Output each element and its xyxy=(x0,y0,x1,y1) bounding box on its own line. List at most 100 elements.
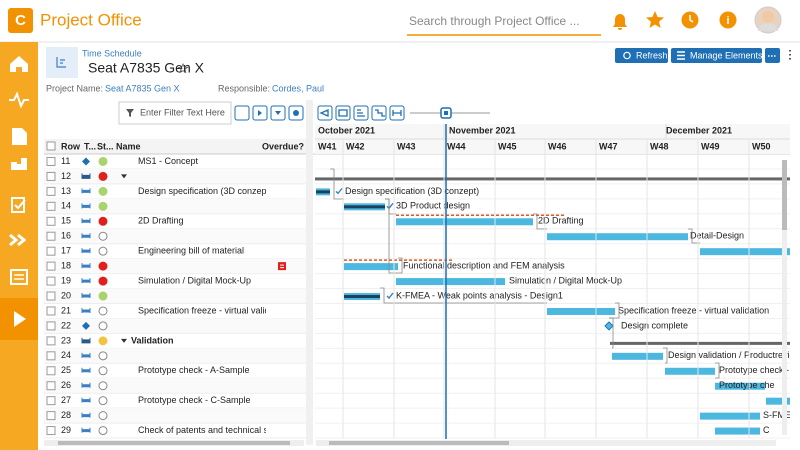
task-bar[interactable] xyxy=(665,367,715,375)
nav-reports[interactable] xyxy=(11,158,27,170)
task-name[interactable]: Prototype check - A-Sample xyxy=(138,365,250,375)
vertical-scrollbar[interactable] xyxy=(782,160,787,435)
task-name[interactable]: Design specification (3D conzept) xyxy=(138,186,272,196)
favorite-star[interactable] xyxy=(177,62,189,74)
row-checkbox[interactable] xyxy=(46,156,56,166)
task-name[interactable]: Check of patents and technical sta xyxy=(138,425,276,435)
gantt-scroll-thumb[interactable] xyxy=(329,441,509,445)
info-icon[interactable] xyxy=(719,11,737,29)
task-name[interactable]: Validation xyxy=(131,335,174,345)
info-glyph: i xyxy=(726,15,729,27)
type-task-icon xyxy=(81,203,91,209)
status-indicator xyxy=(98,261,108,271)
select-all-checkbox[interactable] xyxy=(46,141,56,151)
task-bar[interactable] xyxy=(715,427,760,435)
column-header[interactable]: Row xyxy=(61,141,81,151)
task-bar[interactable] xyxy=(547,233,688,241)
breadcrumb[interactable]: Time Schedule xyxy=(82,48,142,58)
favorites-icon[interactable] xyxy=(646,11,664,28)
status-indicator xyxy=(98,246,108,256)
nav-documents[interactable] xyxy=(12,128,27,145)
collapse-toggle[interactable] xyxy=(121,338,127,343)
column-header[interactable]: St... xyxy=(97,141,114,151)
task-name[interactable]: Simulation / Digital Mock-Up xyxy=(138,275,251,285)
collapse-toggle[interactable] xyxy=(121,174,127,179)
task-bar[interactable] xyxy=(766,397,790,405)
nav-home[interactable] xyxy=(10,56,28,72)
week-label: W48 xyxy=(650,141,669,151)
task-name[interactable]: Prototype check - C-Sample xyxy=(138,395,251,405)
row-checkbox[interactable] xyxy=(46,381,56,391)
list-view-button[interactable] xyxy=(234,105,250,121)
vertical-scroll-thumb[interactable] xyxy=(782,160,787,230)
refresh-button[interactable] xyxy=(615,48,668,63)
row-checkbox[interactable] xyxy=(46,306,56,316)
type-task-icon xyxy=(81,233,91,239)
page-title: Seat A7835 Gen X xyxy=(88,60,205,76)
row-stripe xyxy=(44,318,306,334)
notifications-icon[interactable] xyxy=(613,14,627,30)
nav-workflow[interactable] xyxy=(9,233,27,247)
week-label: W46 xyxy=(548,141,567,151)
nav-activity[interactable] xyxy=(9,91,29,109)
task-bar[interactable] xyxy=(396,278,505,286)
task-bar[interactable] xyxy=(547,307,615,315)
row-checkbox[interactable] xyxy=(46,366,56,376)
column-header[interactable]: T... xyxy=(84,141,96,151)
search-input[interactable]: Search through Project Office ... xyxy=(409,14,580,28)
table-scroll-thumb[interactable] xyxy=(58,441,290,445)
gantt-label: Prototype check - xyxy=(719,365,789,375)
task-name[interactable]: MS1 - Concept xyxy=(138,156,199,166)
task-bar[interactable] xyxy=(396,218,533,226)
status-indicator xyxy=(98,321,108,331)
column-header[interactable]: Overdue? xyxy=(262,141,304,151)
task-bar[interactable] xyxy=(715,382,765,390)
row-checkbox[interactable] xyxy=(46,321,56,331)
logo-mark: C xyxy=(15,12,26,29)
row-checkbox[interactable] xyxy=(46,291,56,301)
row-checkbox[interactable] xyxy=(46,426,56,436)
row-checkbox[interactable] xyxy=(46,351,56,361)
task-bar[interactable] xyxy=(700,412,760,420)
nav-tasks[interactable] xyxy=(11,197,25,213)
row-checkbox[interactable] xyxy=(46,246,56,256)
row-stripe xyxy=(44,168,306,184)
task-bar[interactable] xyxy=(700,248,790,256)
row-checkbox[interactable] xyxy=(46,396,56,406)
done-check xyxy=(386,292,394,300)
dependency-line xyxy=(533,213,547,230)
expand-glyph xyxy=(258,110,262,116)
row-checkbox[interactable] xyxy=(46,186,56,196)
filter-input[interactable] xyxy=(118,101,232,125)
logo[interactable] xyxy=(8,8,33,33)
task-name[interactable]: Engineering bill of material xyxy=(138,246,244,256)
splitter[interactable] xyxy=(306,100,313,445)
project-name-value[interactable]: Seat A7835 Gen X xyxy=(105,83,180,93)
dependency-line xyxy=(385,198,396,274)
gantt-tool[interactable] xyxy=(335,105,351,121)
row-checkbox[interactable] xyxy=(46,411,56,421)
row-stripe xyxy=(44,288,306,304)
task-bar[interactable] xyxy=(612,352,663,360)
row-checkbox[interactable] xyxy=(46,261,56,271)
manage-elements-button[interactable] xyxy=(671,48,762,63)
nav-boards[interactable] xyxy=(10,269,28,285)
row-checkbox[interactable] xyxy=(46,216,56,226)
column-header[interactable]: Name xyxy=(116,141,141,151)
row-checkbox[interactable] xyxy=(46,231,56,241)
summary-bar xyxy=(610,341,790,345)
row-number: 23 xyxy=(61,335,71,345)
task-name[interactable]: Specification freeze - virtual valida xyxy=(138,305,275,315)
status-indicator xyxy=(98,276,108,286)
row-checkbox[interactable] xyxy=(46,276,56,286)
task-bar[interactable] xyxy=(344,263,398,271)
gantt-scrollbar[interactable] xyxy=(316,440,776,446)
row-stripe xyxy=(44,378,306,394)
row-checkbox[interactable] xyxy=(46,201,56,211)
row-checkbox[interactable] xyxy=(46,336,56,346)
task-name[interactable]: 2D Drafting xyxy=(138,216,184,226)
row-checkbox[interactable] xyxy=(46,171,56,181)
responsible-value[interactable]: Cordes, Paul xyxy=(272,83,324,93)
dependency-line xyxy=(396,257,403,274)
type-milestone-icon xyxy=(82,321,90,330)
